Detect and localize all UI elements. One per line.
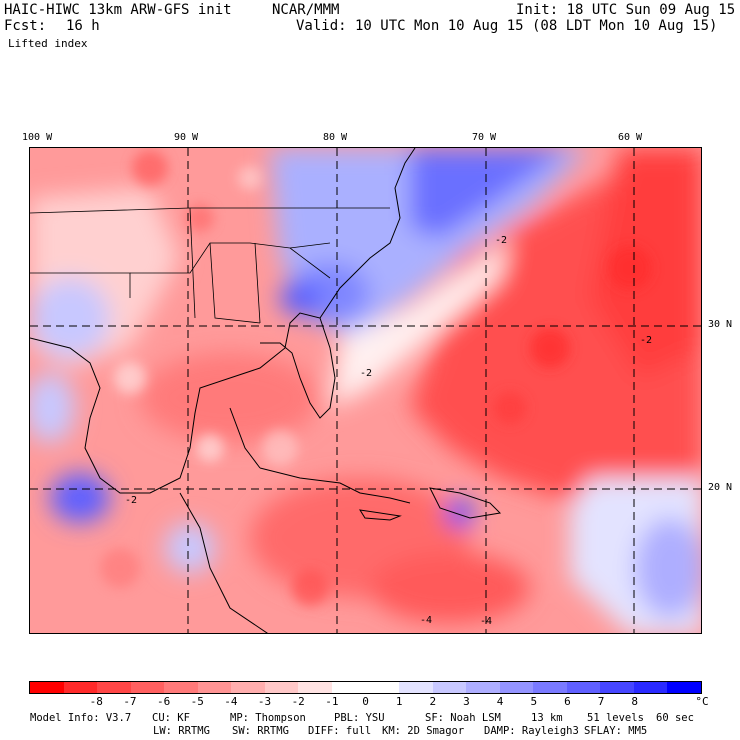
field-shading <box>30 148 701 633</box>
colorbar-unit: °C <box>695 695 709 708</box>
colorbar-segment <box>97 682 131 693</box>
lat-label-30n: 30 N <box>708 319 733 330</box>
colorbar-tick-label: -4 <box>224 695 238 708</box>
lifted-index-map: -2 -2 -2 -2 -4 -4 <box>29 147 702 634</box>
model-info-sflay: SFLAY: MM5 <box>584 725 648 737</box>
colorbar-tick-label: -5 <box>190 695 204 708</box>
contour-labels: -2 -2 -2 -2 -4 -4 <box>125 235 652 627</box>
grid-lines <box>30 148 701 633</box>
contour-label: -4 <box>480 616 492 627</box>
field-texture <box>100 150 652 606</box>
colorbar-segment <box>533 682 567 693</box>
colorbar-tick-label: 1 <box>395 695 403 708</box>
colorbar-tick-label: -8 <box>89 695 103 708</box>
colorbar-segment <box>197 682 232 693</box>
colorbar-segment <box>566 682 601 693</box>
colorbar-segment <box>298 682 332 693</box>
colorbar-segment <box>432 682 467 693</box>
colorbar-tick-label: 8 <box>631 695 638 708</box>
colorbar-segment <box>667 682 701 693</box>
colorbar-tick-label: -3 <box>257 695 272 708</box>
colorbar-segment <box>63 682 98 693</box>
org-label: NCAR/MMM <box>272 2 340 18</box>
colorbar-segment <box>30 682 64 693</box>
model-info-sf: SF: Noah LSM <box>425 712 501 724</box>
lat-label-20n: 20 N <box>708 482 733 493</box>
colorbar-tick-label: 4 <box>496 695 504 708</box>
model-info-version: Model Info: V3.7 <box>30 712 132 724</box>
model-info-res: 13 km <box>531 712 563 724</box>
fcst-label: Fcst: <box>4 18 47 34</box>
colorbar-tick-label: 3 <box>463 695 470 708</box>
lon-label-60w: 60 W <box>618 132 643 143</box>
colorbar-segment <box>264 682 299 693</box>
lon-label-70w: 70 W <box>472 132 497 143</box>
model-info-damp: DAMP: Rayleigh3 <box>484 725 579 737</box>
colorbar-tick-label: 0 <box>362 695 369 708</box>
colorbar-segment <box>164 682 198 693</box>
contour-label: -2 <box>640 335 652 346</box>
model-info-cu: CU: KF <box>152 712 190 724</box>
colorbar-segment <box>365 682 400 693</box>
colorbar <box>29 681 702 694</box>
model-info-sw: SW: RRTMG <box>232 725 289 737</box>
colorbar-tick-label: -1 <box>325 695 339 708</box>
colorbar-tick-label: -7 <box>123 695 137 708</box>
colorbar-segment <box>499 682 534 693</box>
colorbar-segment <box>399 682 433 693</box>
colorbar-segment <box>466 682 500 693</box>
contour-label: -2 <box>125 495 137 506</box>
colorbar-segment <box>231 682 265 693</box>
init-time: Init: 18 UTC Sun 09 Aug 15 <box>516 2 736 18</box>
model-title: HAIC-HIWC 13km ARW-GFS init <box>4 2 232 18</box>
colorbar-tick-label: -2 <box>291 695 305 708</box>
colorbar-segment <box>600 682 634 693</box>
coastlines <box>30 148 502 633</box>
model-info-pbl: PBL: YSU <box>334 712 385 724</box>
colorbar-segment <box>633 682 668 693</box>
lon-label-90w: 90 W <box>174 132 199 143</box>
model-info-timestep: 60 sec <box>656 712 694 724</box>
colorbar-tick-label: 7 <box>597 695 605 708</box>
field-name: Lifted index <box>8 37 88 50</box>
model-info-lw: LW: RRTMG <box>153 725 210 737</box>
valid-time: Valid: 10 UTC Mon 10 Aug 15 (08 LDT Mon … <box>296 18 718 34</box>
lon-label-100w: 100 W <box>22 132 53 143</box>
lon-label-80w: 80 W <box>323 132 348 143</box>
model-info-km: KM: 2D Smagor <box>382 725 465 737</box>
colorbar-segment <box>130 682 165 693</box>
colorbar-tick-label: -6 <box>156 695 171 708</box>
colorbar-tick-label: 5 <box>530 695 538 708</box>
model-info-mp: MP: Thompson <box>230 712 306 724</box>
contour-label: -4 <box>420 615 432 626</box>
contour-label: -2 <box>360 368 372 379</box>
state-borders <box>30 207 390 324</box>
colorbar-tick-label: 6 <box>564 695 571 708</box>
model-info-levels: 51 levels <box>587 712 644 724</box>
contour-label: -2 <box>495 235 507 246</box>
map-canvas: -2 -2 -2 -2 -4 -4 <box>30 148 701 633</box>
colorbar-segment <box>331 682 366 693</box>
fcst-value: 16 h <box>66 18 100 34</box>
model-info-diff: DIFF: full <box>308 725 372 737</box>
colorbar-tick-label: 2 <box>429 695 437 708</box>
